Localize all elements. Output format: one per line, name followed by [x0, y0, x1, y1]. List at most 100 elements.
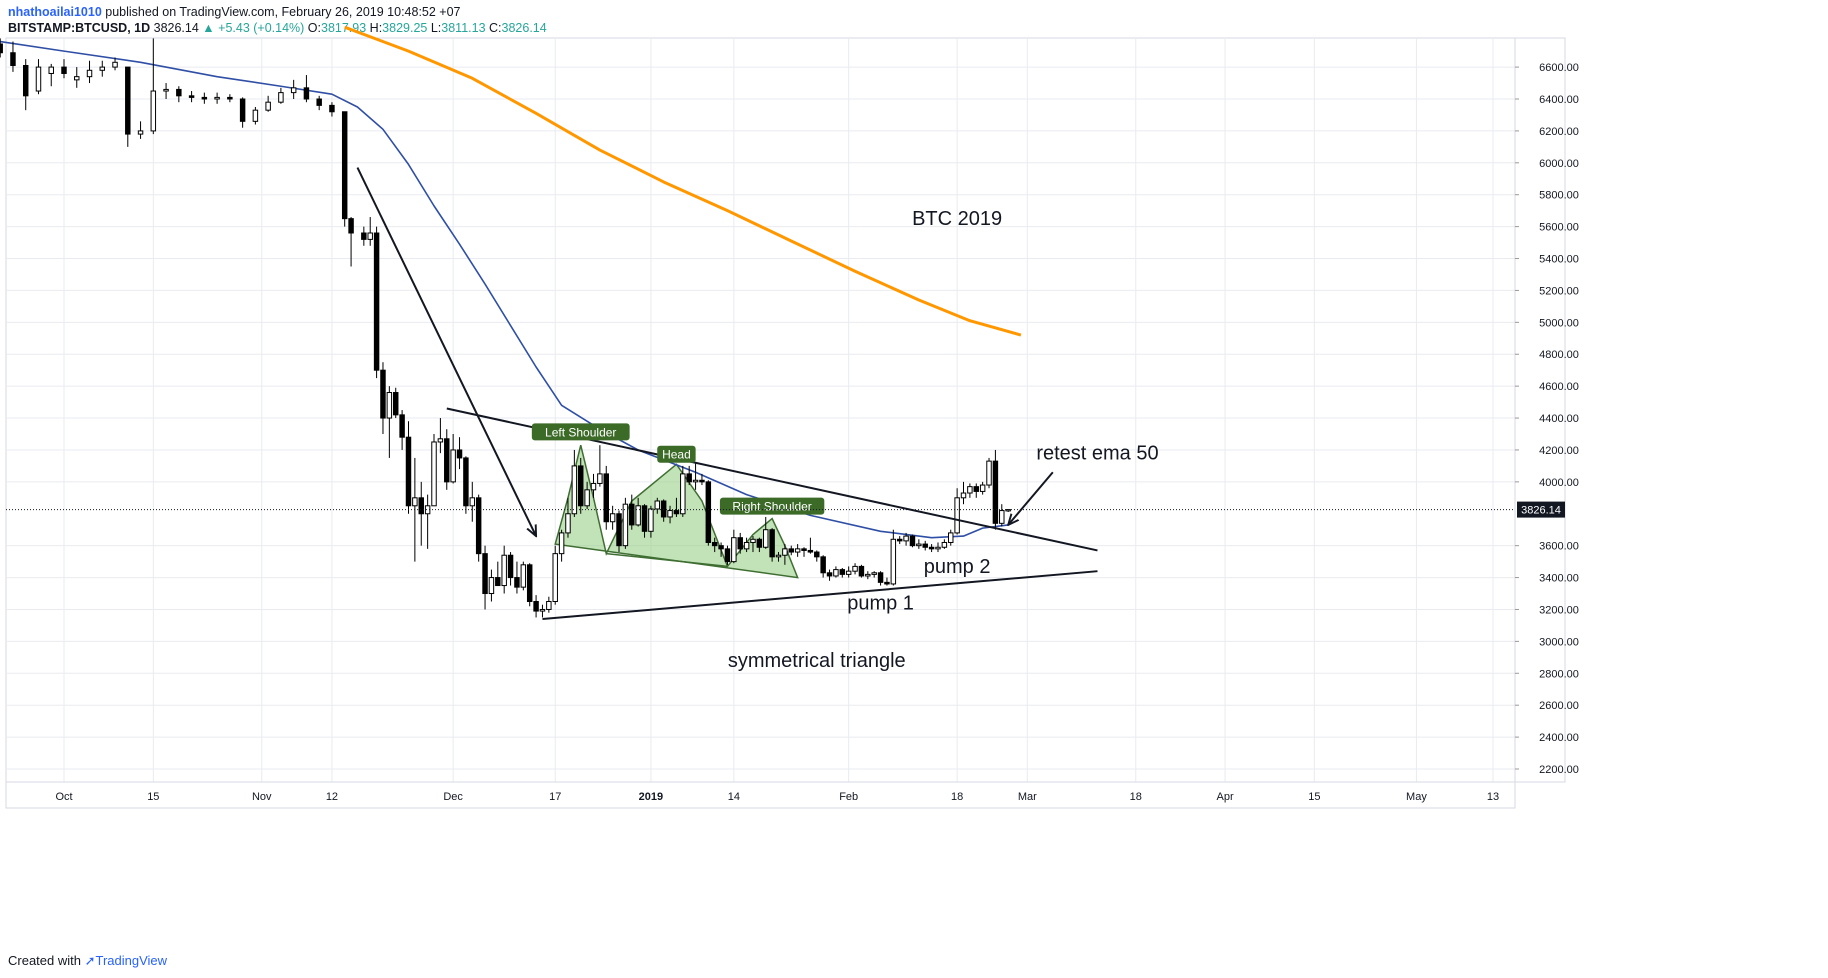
- candle-body-down: [858, 565, 865, 577]
- candle-body-up: [437, 438, 444, 443]
- candle: [896, 536, 903, 545]
- candle: [826, 569, 833, 581]
- candle: [820, 555, 826, 578]
- candle-body-down: [444, 438, 450, 483]
- candle-body-down: [801, 548, 807, 551]
- candle-body-up: [648, 508, 654, 532]
- candle-body-down: [405, 436, 412, 507]
- candle: [526, 563, 533, 607]
- candle: [794, 544, 801, 557]
- price-tick-label: 2200.00: [1539, 764, 1579, 776]
- candle: [163, 83, 169, 99]
- candle: [227, 94, 233, 103]
- candle: [469, 481, 476, 522]
- candle-body-down: [578, 465, 584, 507]
- price-tick-label: 5200.00: [1539, 285, 1579, 297]
- price-tick-label: 6400.00: [1539, 94, 1579, 106]
- candle: [858, 564, 865, 578]
- close-value: 3826.14: [501, 21, 547, 35]
- candle: [948, 529, 954, 546]
- candle: [775, 552, 782, 562]
- candle: [348, 217, 354, 267]
- candle: [839, 568, 846, 578]
- candle: [74, 67, 80, 88]
- candle: [463, 456, 469, 514]
- candle-body-up: [450, 449, 456, 483]
- candle-body-down: [456, 449, 463, 459]
- candle-body-down: [399, 414, 405, 438]
- price-tick-label: 2800.00: [1539, 668, 1579, 680]
- candle-body-down: [380, 369, 386, 419]
- candle-body-up: [520, 564, 527, 588]
- price-tick-label: 6600.00: [1539, 62, 1579, 74]
- candle: [214, 92, 220, 104]
- candle: [890, 529, 897, 586]
- candle-body-up: [609, 513, 616, 523]
- price-tick-label: 2400.00: [1539, 732, 1579, 744]
- candle: [743, 537, 750, 553]
- candle: [769, 528, 775, 562]
- candle-body-down: [788, 548, 794, 553]
- time-tick-label: 18: [1130, 791, 1142, 803]
- candle: [444, 429, 450, 490]
- candle-body-up: [750, 538, 756, 543]
- candle: [705, 480, 712, 546]
- candle-body-up: [539, 608, 546, 612]
- candle: [903, 532, 909, 546]
- candle: [546, 596, 552, 613]
- price-tick-label: 4200.00: [1539, 445, 1579, 457]
- pattern-label-text: Head: [662, 448, 691, 462]
- candle-body-down: [718, 545, 724, 550]
- candle-body-up: [845, 570, 852, 575]
- candle-body-down: [201, 96, 208, 100]
- candle-body-down: [826, 572, 833, 577]
- pattern-label-bg: [719, 497, 825, 515]
- candle: [603, 465, 609, 530]
- time-tick-label: 14: [728, 791, 740, 803]
- candle: [865, 571, 871, 580]
- candle: [692, 462, 699, 490]
- candle: [590, 473, 597, 498]
- downtrend-arrow: [356, 167, 536, 536]
- time-tick-label: Mar: [1018, 791, 1037, 803]
- candle-body-down: [699, 479, 705, 483]
- candle: [648, 505, 654, 538]
- annotation-text: symmetrical triangle: [728, 650, 906, 672]
- time-tick-label: Feb: [839, 791, 858, 803]
- candle-body-up: [35, 66, 42, 92]
- candle-body-down: [392, 392, 399, 416]
- candle: [405, 421, 412, 514]
- candle: [731, 529, 737, 564]
- candle-body-up: [74, 76, 80, 81]
- candle-body-up: [565, 513, 571, 534]
- candle: [788, 545, 794, 556]
- candle: [10, 41, 16, 72]
- time-tick-label: 13: [1487, 791, 1499, 803]
- candle: [501, 545, 507, 594]
- candle: [367, 217, 373, 246]
- price-axis: [1514, 37, 1566, 783]
- candle: [86, 60, 93, 84]
- candle: [699, 473, 705, 486]
- candle: [756, 537, 763, 553]
- annotation-text: pump 2: [924, 556, 991, 578]
- chart-header: nhathoailai1010 published on TradingView…: [8, 4, 547, 36]
- candle-body-down: [616, 513, 622, 547]
- author-link[interactable]: nhathoailai1010: [8, 5, 102, 19]
- candle: [750, 536, 756, 553]
- candle: [112, 57, 118, 71]
- candle-body-down: [188, 95, 195, 98]
- candle: [737, 532, 743, 554]
- pattern-label-text: Right Shoulder: [732, 500, 811, 514]
- candle-body-down: [10, 52, 16, 66]
- close-label: C:: [489, 21, 502, 35]
- tradingview-brand[interactable]: TradingView: [95, 953, 168, 968]
- candle-body-down: [814, 551, 820, 558]
- candle-body-up: [590, 482, 597, 491]
- ema-50-line: [0, 40, 1009, 539]
- price-tick-label: 4000.00: [1539, 477, 1579, 489]
- time-tick-label: May: [1406, 791, 1427, 803]
- candle-body-up: [935, 546, 941, 550]
- candle: [922, 540, 928, 551]
